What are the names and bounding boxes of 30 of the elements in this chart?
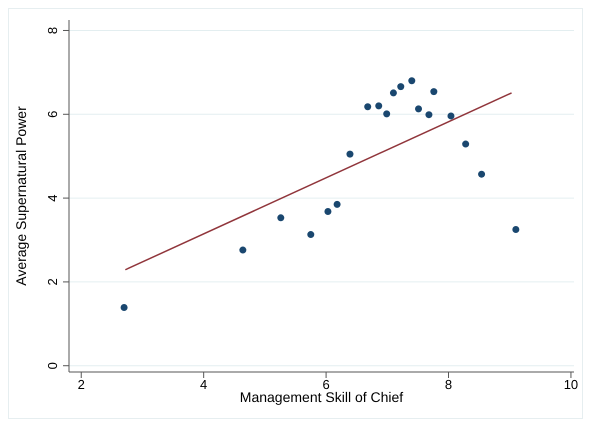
x-tick-label: 10 <box>564 377 578 392</box>
y-axis-title: Average Supernatural Power <box>12 106 29 286</box>
y-tick-label: 8 <box>45 26 60 34</box>
point <box>364 103 372 110</box>
point <box>447 112 454 120</box>
point <box>462 140 470 148</box>
point <box>239 246 246 254</box>
point <box>307 231 314 238</box>
point <box>277 214 284 222</box>
point <box>512 226 520 234</box>
point <box>383 110 390 118</box>
point <box>425 111 432 118</box>
x-tick-label: 4 <box>200 377 208 392</box>
point <box>375 102 382 110</box>
point <box>390 89 397 96</box>
point <box>430 88 438 96</box>
point <box>408 77 416 84</box>
point <box>334 200 341 208</box>
y-tick-label: 0 <box>45 362 60 370</box>
point <box>120 304 128 311</box>
x-tick-label: 8 <box>444 377 452 392</box>
y-tick-label: 4 <box>45 194 60 202</box>
point <box>346 150 354 158</box>
point <box>324 208 332 216</box>
y-tick-label: 6 <box>45 110 60 118</box>
x-tick-label: 2 <box>78 377 85 392</box>
y-tick-label: 2 <box>45 278 60 286</box>
point <box>415 105 422 112</box>
point <box>397 83 404 90</box>
point <box>478 170 486 178</box>
